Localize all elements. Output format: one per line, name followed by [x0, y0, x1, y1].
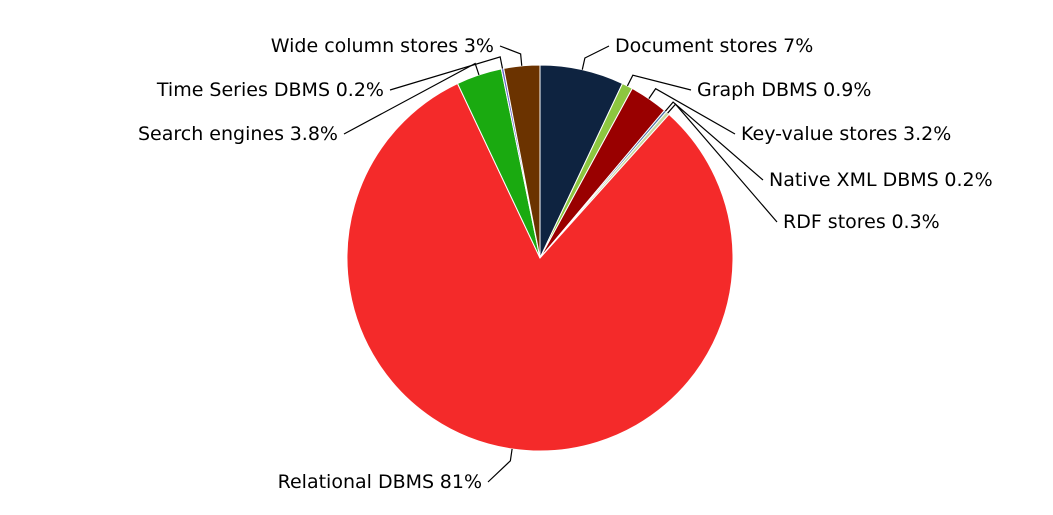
leader-line [581, 45, 610, 70]
data-label: Native XML DBMS 0.2% [769, 169, 993, 191]
pie-slice [503, 64, 541, 259]
value-label: 0.9% [823, 79, 871, 101]
data-label: Relational DBMS 81% [278, 471, 482, 493]
category-label: Wide column stores [271, 35, 458, 57]
leader-line [664, 101, 764, 181]
leader-line [343, 62, 480, 135]
leader-line [499, 45, 523, 66]
data-label: Search engines 3.8% [138, 123, 338, 145]
category-label: Graph DBMS [697, 79, 817, 101]
category-label: Time Series DBMS [156, 79, 330, 101]
value-label: 3.8% [290, 123, 338, 145]
category-label: Search engines [138, 123, 284, 145]
data-label: Key-value stores 3.2% [741, 123, 951, 145]
data-label: Graph DBMS 0.9% [697, 79, 871, 101]
leader-line [389, 56, 504, 91]
category-label: Key-value stores [741, 123, 897, 145]
value-label: 7% [783, 35, 813, 57]
data-label: RDF stores 0.3% [783, 211, 940, 233]
value-label: 0.3% [891, 211, 939, 233]
value-label: 81% [440, 471, 482, 493]
value-label: 0.2% [336, 79, 384, 101]
leader-line [667, 103, 778, 223]
leader-line [487, 448, 513, 483]
pie-slice [346, 82, 734, 452]
leader-line [648, 87, 736, 135]
value-label: 3% [464, 35, 494, 57]
value-label: 3.2% [903, 123, 951, 145]
category-label: Document stores [615, 35, 777, 57]
value-label: 0.2% [944, 169, 992, 191]
category-label: Relational DBMS [278, 471, 434, 493]
data-label: Time Series DBMS 0.2% [156, 79, 384, 101]
data-label: Document stores 7% [615, 35, 813, 57]
category-label: Native XML DBMS [769, 169, 939, 191]
leader-line [626, 74, 692, 91]
data-label: Wide column stores 3% [271, 35, 494, 57]
category-label: RDF stores [783, 211, 886, 233]
